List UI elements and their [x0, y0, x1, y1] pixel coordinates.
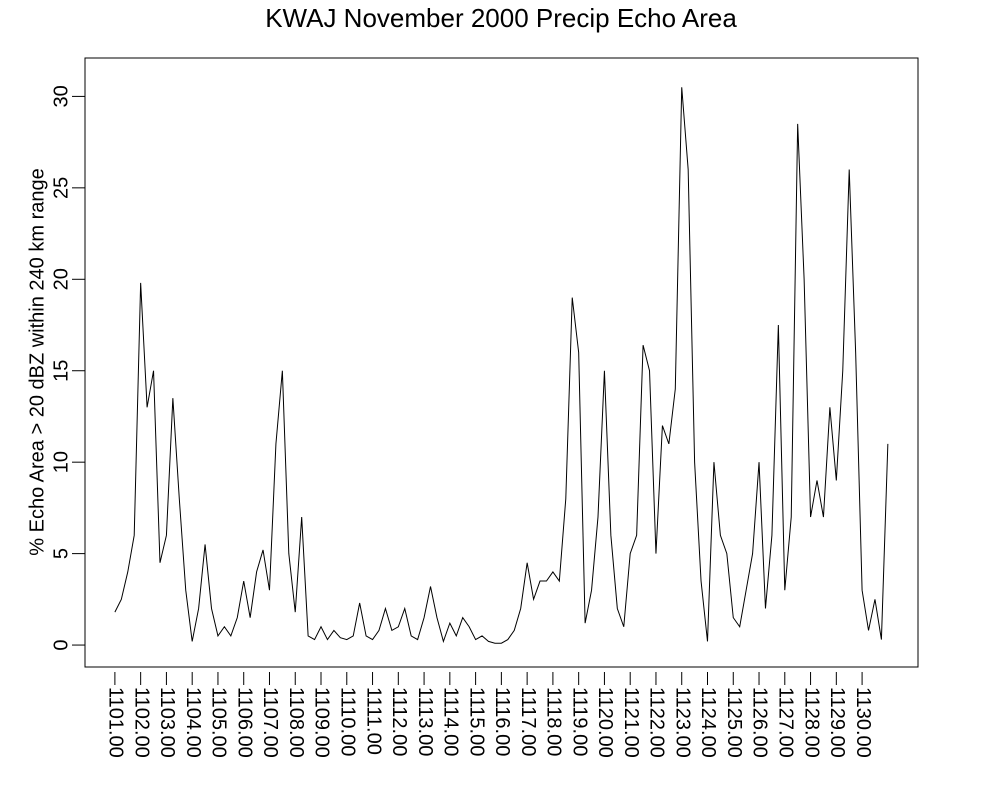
y-tick-label: 30 — [50, 85, 72, 107]
x-tick-label: 1104.00 — [182, 687, 204, 758]
x-tick-label: 1128.00 — [800, 687, 822, 758]
chart-title: KWAJ November 2000 Precip Echo Area — [265, 3, 737, 33]
x-tick-label: 1106.00 — [233, 687, 255, 758]
x-tick-label: 1117.00 — [517, 687, 539, 756]
y-tick-label: 15 — [50, 360, 72, 382]
x-tick-label: 1115.00 — [465, 687, 487, 756]
x-tick-label: 1124.00 — [697, 687, 719, 758]
x-tick-label: 1102.00 — [130, 687, 152, 758]
x-tick-label: 1129.00 — [826, 687, 848, 758]
x-tick-label: 1119.00 — [568, 687, 590, 756]
x-tick-label: 1113.00 — [414, 687, 436, 756]
x-tick-label: 1105.00 — [208, 687, 230, 758]
x-tick-label: 1108.00 — [285, 687, 307, 758]
x-tick-label: 1116.00 — [491, 687, 513, 756]
x-tick-label: 1103.00 — [156, 687, 178, 758]
x-tick-label: 1122.00 — [646, 687, 668, 758]
y-tick-label: 5 — [50, 548, 72, 559]
y-axis-label: % Echo Area > 20 dBZ within 240 km range — [26, 168, 48, 555]
x-tick-label: 1123.00 — [671, 687, 693, 758]
x-tick-label: 1114.00 — [440, 687, 462, 756]
x-tick-label: 1118.00 — [543, 687, 565, 756]
x-tick-label: 1127.00 — [775, 687, 797, 758]
y-tick-label: 20 — [50, 268, 72, 290]
x-tick-label: 1112.00 — [388, 687, 410, 756]
x-tick-label: 1111.00 — [362, 687, 384, 755]
y-tick-label: 0 — [50, 639, 72, 650]
x-tick-label: 1126.00 — [749, 687, 771, 758]
x-tick-label: 1107.00 — [259, 687, 281, 758]
y-tick-label: 10 — [50, 451, 72, 473]
x-tick-label: 1101.00 — [105, 687, 127, 758]
x-tick-label: 1110.00 — [336, 687, 358, 756]
y-tick-label: 25 — [50, 177, 72, 199]
x-tick-label: 1130.00 — [852, 687, 874, 758]
x-tick-label: 1125.00 — [723, 687, 745, 758]
plot-frame — [84, 57, 919, 668]
data-line — [114, 87, 889, 644]
x-tick-label: 1109.00 — [311, 687, 333, 758]
x-tick-label: 1121.00 — [620, 687, 642, 758]
x-tick-label: 1120.00 — [594, 687, 616, 758]
